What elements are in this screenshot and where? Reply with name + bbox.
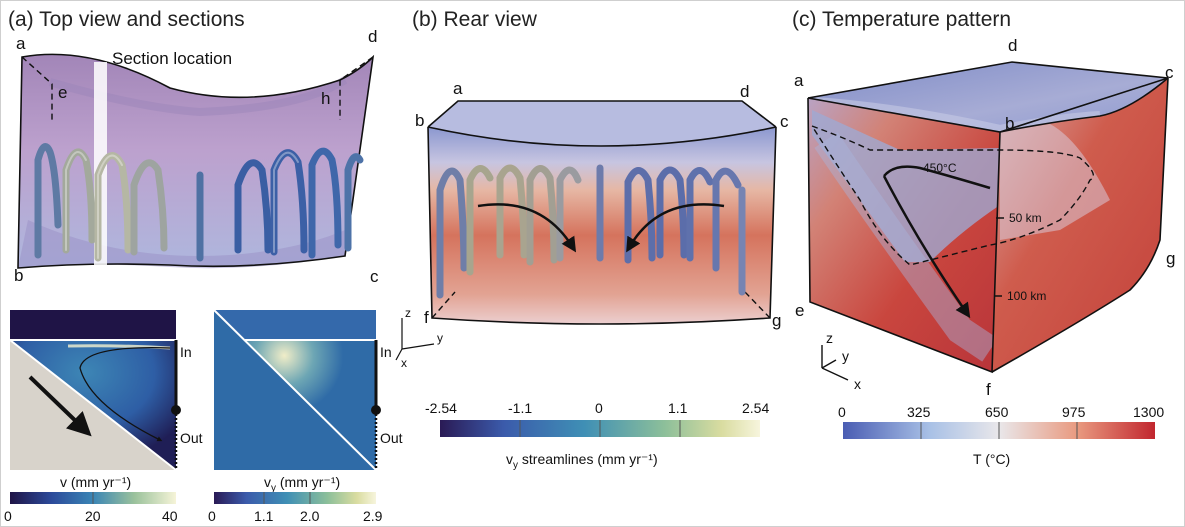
out-label-2: Out bbox=[380, 430, 403, 446]
corner-c-label: c bbox=[370, 267, 379, 286]
in-label: In bbox=[180, 344, 192, 360]
t-tick-4: 1300 bbox=[1133, 404, 1164, 420]
corner-b-label: b bbox=[14, 266, 23, 285]
isotherm-label: 450°C bbox=[923, 161, 957, 175]
t-tick-3: 975 bbox=[1062, 404, 1086, 420]
streamlines-a bbox=[34, 143, 364, 262]
colorbar-velocity-label: v (mm yr⁻¹) bbox=[60, 474, 131, 490]
axes-triad-b: z y x bbox=[395, 306, 443, 370]
t-tick-1: 325 bbox=[907, 404, 931, 420]
b-axis-x-label: x bbox=[401, 356, 407, 370]
colorbar-vy-tick-3: 2.9 bbox=[363, 508, 383, 524]
colorbar-vy: -2.54 -1.1 0 1.1 2.54 vy streamlines (mm… bbox=[425, 400, 769, 471]
panel-c: (c) Temperature pattern 50 km bbox=[792, 8, 1175, 467]
panel-a: (a) Top view and sections Section locati… bbox=[4, 8, 403, 524]
colorbar-vy-label-v: v bbox=[264, 474, 271, 490]
rear-view-block: a b c d f g bbox=[415, 79, 789, 330]
c-corner-d-label: d bbox=[1008, 36, 1017, 55]
section-location-label: Section location bbox=[112, 49, 232, 68]
colorbar-vy-tick-0: 0 bbox=[208, 508, 216, 524]
b-corner-d-label: d bbox=[740, 82, 749, 101]
colorbar-velocity-tick-0: 0 bbox=[4, 508, 12, 524]
b-corner-b-label: b bbox=[415, 111, 424, 130]
vy-tick-0: -2.54 bbox=[425, 400, 457, 416]
depth-label-50: 50 km bbox=[1009, 211, 1042, 225]
vy-tick-1: -1.1 bbox=[508, 400, 532, 416]
axes-triad-c: z y x bbox=[821, 330, 861, 392]
colorbar-velocity: v (mm yr⁻¹) 0 20 40 bbox=[4, 474, 178, 524]
panel-b: (b) Rear view bbox=[395, 8, 789, 471]
section-vy: In Out bbox=[213, 309, 403, 471]
vy-colorbar-label-sub: y bbox=[513, 460, 518, 471]
streamlines-b bbox=[436, 164, 746, 299]
section-velocity: In Out bbox=[9, 310, 203, 471]
colorbar-vy-small: vy (mm yr⁻¹) 0 1.1 2.0 2.9 bbox=[208, 474, 383, 524]
t-colorbar-label: T (°C) bbox=[973, 451, 1010, 467]
panel-a-title: (a) Top view and sections bbox=[8, 8, 245, 31]
top-view-block: Section location a b c d e h bbox=[14, 27, 379, 286]
temperature-block: 50 km 100 km 450°C a b c d e f g bbox=[794, 36, 1175, 399]
c-corner-a-label: a bbox=[794, 71, 804, 90]
b-corner-f-label: f bbox=[424, 308, 429, 327]
t-tick-0: 0 bbox=[838, 404, 846, 420]
colorbar-vy-tick-1: 1.1 bbox=[254, 508, 274, 524]
c-corner-g-label: g bbox=[1166, 249, 1175, 268]
c-corner-c-label: c bbox=[1165, 63, 1174, 82]
panel-b-title: (b) Rear view bbox=[412, 8, 538, 31]
vy-colorbar-label-v: v bbox=[506, 451, 513, 467]
b-corner-a-label: a bbox=[453, 79, 463, 98]
colorbar-vy-label: vy (mm yr⁻¹) bbox=[264, 474, 340, 494]
vy-tick-4: 2.54 bbox=[742, 400, 769, 416]
corner-a-label: a bbox=[16, 34, 26, 53]
colorbar-velocity-tick-2: 40 bbox=[162, 508, 178, 524]
t-tick-2: 650 bbox=[985, 404, 1009, 420]
vy-tick-3: 1.1 bbox=[668, 400, 688, 416]
corner-h-label: h bbox=[321, 89, 330, 108]
corner-e-label: e bbox=[58, 83, 67, 102]
depth-label-100: 100 km bbox=[1007, 289, 1046, 303]
corner-d-label: d bbox=[368, 27, 377, 46]
b-corner-g-label: g bbox=[772, 311, 781, 330]
c-corner-f-label: f bbox=[986, 380, 991, 399]
colorbar-vy-label-sub: y bbox=[271, 483, 276, 494]
colorbar-velocity-tick-1: 20 bbox=[85, 508, 101, 524]
b-axis-z-label: z bbox=[405, 306, 411, 320]
b-corner-c-label: c bbox=[780, 112, 789, 131]
vy-colorbar-label-rest: streamlines (mm yr⁻¹) bbox=[518, 451, 658, 467]
in-label-2: In bbox=[380, 344, 392, 360]
c-axis-x-label: x bbox=[854, 376, 861, 392]
colorbar-vy-tick-2: 2.0 bbox=[300, 508, 320, 524]
colorbar-temperature: 0 325 650 975 1300 T (°C) bbox=[838, 404, 1164, 467]
vy-colorbar-label: vy streamlines (mm yr⁻¹) bbox=[506, 451, 658, 471]
vy-tick-2: 0 bbox=[595, 400, 603, 416]
panel-c-title: (c) Temperature pattern bbox=[792, 8, 1011, 31]
c-axis-z-label: z bbox=[826, 330, 833, 346]
b-axis-y-label: y bbox=[437, 331, 443, 345]
c-axis-y-label: y bbox=[842, 348, 849, 364]
c-corner-b-label: b bbox=[1005, 114, 1014, 133]
c-corner-e-label: e bbox=[795, 301, 804, 320]
colorbar-vy-label-rest: (mm yr⁻¹) bbox=[276, 474, 340, 490]
out-label: Out bbox=[180, 430, 203, 446]
